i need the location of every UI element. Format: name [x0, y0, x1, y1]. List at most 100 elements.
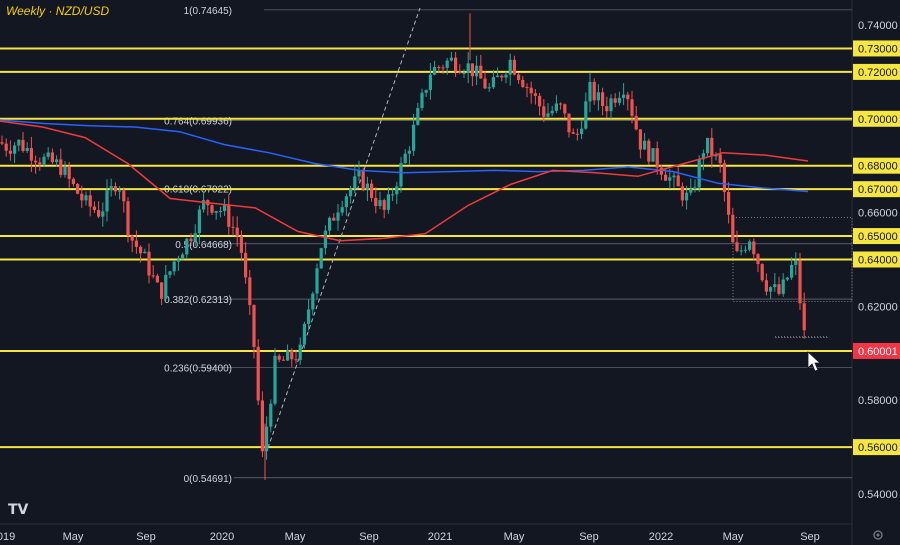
- fib-label: 0.236(0.59400): [164, 363, 232, 374]
- candle: [802, 292, 806, 339]
- candle: [13, 142, 17, 163]
- candle-body: [63, 166, 67, 175]
- tradingview-logo-icon[interactable]: TV: [8, 500, 30, 518]
- candle: [101, 202, 105, 227]
- candle-body: [55, 159, 59, 163]
- candle-body: [563, 104, 567, 114]
- candle-body: [4, 143, 8, 151]
- candle: [256, 339, 260, 406]
- candle: [727, 182, 731, 224]
- candle-body: [538, 95, 542, 107]
- candle-body: [374, 197, 378, 207]
- candle-body: [638, 129, 642, 150]
- gear-icon[interactable]: [871, 528, 885, 542]
- candle: [605, 96, 609, 118]
- candle: [647, 138, 651, 166]
- candle-body: [693, 187, 697, 189]
- candle-body: [189, 238, 193, 242]
- x-tick-label: Sep: [136, 531, 156, 543]
- candle: [634, 105, 638, 131]
- candle-body: [596, 92, 600, 101]
- candle-body: [349, 188, 353, 197]
- candle: [349, 185, 353, 204]
- candle: [592, 78, 596, 105]
- candle-body: [626, 94, 630, 100]
- candle-body: [231, 226, 235, 228]
- candle-body: [575, 133, 579, 135]
- candle: [731, 207, 735, 243]
- candle-body: [21, 139, 25, 151]
- candle: [508, 53, 512, 86]
- candle: [626, 91, 630, 111]
- candle: [533, 89, 537, 105]
- candle: [210, 204, 214, 215]
- candle-body: [218, 211, 222, 213]
- candle-body: [760, 264, 764, 281]
- candle-body: [483, 78, 487, 89]
- candle: [365, 176, 369, 202]
- candle: [328, 216, 332, 236]
- candle: [185, 237, 189, 260]
- candle: [668, 168, 672, 189]
- candle: [735, 230, 739, 253]
- candle-body: [706, 137, 710, 154]
- y-tick-label: 0.68000: [858, 161, 898, 173]
- x-tick-label: Sep: [800, 531, 820, 543]
- candle-body: [407, 150, 411, 154]
- candle-body: [340, 207, 344, 213]
- candle: [407, 146, 411, 165]
- candle-body: [508, 59, 512, 75]
- candle: [428, 63, 432, 100]
- candle: [265, 416, 269, 460]
- candle-body: [781, 279, 785, 294]
- candle: [332, 213, 336, 221]
- candle-body: [504, 74, 508, 78]
- candle-body: [239, 236, 243, 253]
- candle-body: [689, 188, 693, 193]
- candle-body: [17, 139, 21, 146]
- candle-body: [685, 192, 689, 201]
- candle-body: [319, 248, 323, 269]
- candle-body: [769, 287, 773, 292]
- candle-body: [491, 77, 495, 88]
- candle: [168, 270, 172, 279]
- candle-body: [155, 275, 159, 283]
- candle: [798, 252, 802, 311]
- candle-body: [554, 103, 558, 111]
- candle-body: [470, 63, 474, 77]
- candle-body: [647, 140, 651, 162]
- candle: [244, 242, 248, 284]
- candle: [88, 190, 92, 217]
- moving-average-slow: [0, 119, 809, 193]
- current-price-badge: [853, 342, 900, 359]
- candle: [391, 187, 395, 202]
- candle-body: [424, 90, 428, 93]
- candle-body: [533, 93, 537, 96]
- candle: [575, 128, 579, 141]
- candle: [189, 233, 193, 246]
- y-tick-label: 0.66000: [858, 208, 898, 220]
- candle-body: [122, 190, 126, 202]
- y-tick-highlight: [853, 157, 900, 174]
- candle-body: [584, 101, 588, 129]
- candle: [710, 128, 714, 168]
- candle-body: [42, 156, 46, 165]
- x-tick-label: 2021: [428, 531, 452, 543]
- candle-body: [223, 204, 227, 212]
- candle: [437, 65, 441, 74]
- candle: [164, 264, 168, 301]
- chart-title: Weekly · NZD/USD: [6, 4, 110, 18]
- candle: [25, 142, 29, 154]
- candle-body: [76, 184, 80, 194]
- candle-body: [13, 145, 17, 154]
- candle: [46, 147, 50, 160]
- candle: [223, 198, 227, 216]
- candle: [781, 273, 785, 297]
- candle: [630, 90, 634, 124]
- candle-body: [67, 166, 71, 179]
- candle-body: [651, 148, 655, 162]
- moving-average-fast: [0, 120, 809, 242]
- candle: [193, 224, 197, 247]
